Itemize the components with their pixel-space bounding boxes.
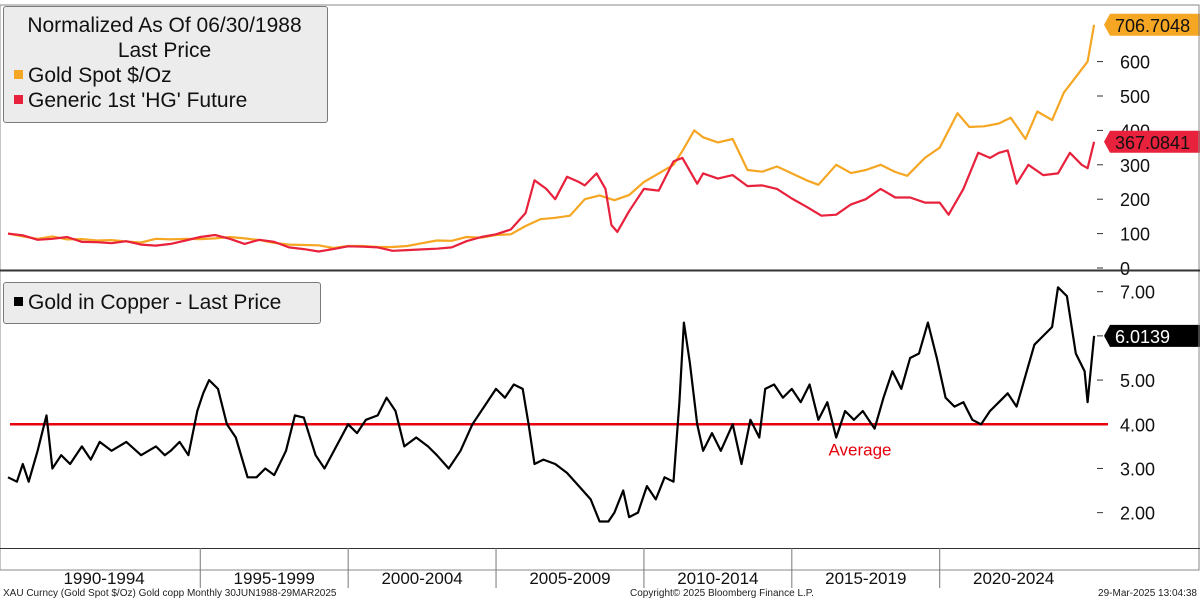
footer-source: XAU Curncy (Gold Spot $/Oz) Gold copp Mo… (3, 588, 337, 599)
legend-item-copper: Generic 1st 'HG' Future (14, 88, 327, 113)
legend-item-ratio: Gold in Copper - Last Price (14, 290, 320, 315)
x-tick-label-3: 2005-2009 (529, 569, 610, 588)
y-tick-label-bottom-2: 4.00 (1120, 415, 1155, 435)
legend-subtitle: Last Price (117, 39, 212, 62)
last-value-tag-top-0 (1104, 13, 1200, 36)
legend-bottom: Gold in Copper - Last Price (3, 282, 321, 324)
last-value-label-bottom-0: 6.0139 (1115, 327, 1170, 347)
x-tick-label-4: 2010-2014 (677, 569, 758, 588)
legend-label-ratio: Gold in Copper - Last Price (28, 291, 282, 314)
legend-label-gold: Gold Spot $/Oz (28, 64, 172, 87)
legend-swatch-ratio (14, 296, 23, 306)
x-tick-label-2: 2000-2004 (381, 569, 462, 588)
y-tick-label-bottom-0: 2.00 (1120, 504, 1155, 524)
chart-frame (0, 4, 1200, 571)
y-tick-label-bottom-1: 3.00 (1120, 459, 1155, 479)
y-tick-label-top-1: 100 (1120, 225, 1150, 245)
legend-label-copper: Generic 1st 'HG' Future (28, 89, 248, 112)
legend-item-gold: Gold Spot $/Oz (14, 63, 327, 88)
y-tick-label-top-2: 200 (1120, 190, 1150, 210)
series-line-bottom-0 (7, 286, 1096, 523)
x-tick-label-1: 1995-1999 (234, 569, 315, 588)
y-tick-label-top-3: 300 (1120, 156, 1150, 176)
footer-copyright: Copyright© 2025 Bloomberg Finance L.P. (630, 588, 814, 599)
y-tick-label-top-6: 600 (1120, 53, 1150, 73)
y-tick-label-top-0: 0 (1120, 259, 1130, 279)
x-tick-label-6: 2020-2024 (973, 569, 1054, 588)
last-value-tag-bottom-0 (1104, 324, 1200, 347)
legend-top: Normalized As Of 06/30/1988 Last Price G… (3, 6, 328, 123)
last-value-label-top-0: 706.7048 (1115, 16, 1190, 36)
legend-title: Normalized As Of 06/30/1988 (27, 14, 302, 37)
y-tick-label-bottom-5: 7.00 (1120, 283, 1155, 303)
x-tick-label-0: 1990-1994 (63, 569, 144, 588)
y-tick-label-bottom-3: 5.00 (1120, 371, 1155, 391)
series-line-top-1 (7, 141, 1096, 253)
x-axis: 1990-1994 1995-1999 2000-2004 2005-2009 2010… (0, 4, 1200, 588)
footer-timestamp: 29-Mar-2025 13:04:38 (1098, 588, 1197, 599)
x-tick-label-5: 2015-2019 (825, 569, 906, 588)
legend-swatch-copper (14, 94, 23, 104)
last-value-tag-top-1 (1104, 130, 1200, 153)
y-tick-label-top-5: 500 (1120, 87, 1150, 107)
average-label: Average (828, 440, 891, 459)
last-value-label-top-1: 367.0841 (1115, 133, 1190, 153)
legend-swatch-gold (14, 69, 23, 79)
